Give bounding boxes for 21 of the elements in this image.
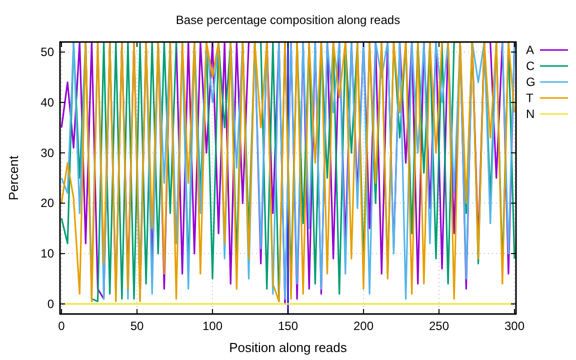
x-tick-label: 150 <box>278 319 298 333</box>
y-tick-label: 30 <box>40 146 54 160</box>
x-tick-label: 250 <box>428 319 450 333</box>
x-axis-title: Position along reads <box>229 340 348 355</box>
y-tick-label: 0 <box>47 296 54 311</box>
x-tick-label: 0 <box>58 319 66 333</box>
x-tick-label: 50 <box>130 319 144 333</box>
chart-title: Base percentage composition along reads <box>176 13 400 27</box>
x-tick-label: 300 <box>504 319 525 333</box>
legend-label: A <box>526 43 534 57</box>
x-tick-label: 100 <box>202 319 223 333</box>
legend-label: C <box>526 59 535 73</box>
y-axis-title: Percent <box>6 155 21 200</box>
x-tick-label: 200 <box>353 319 374 333</box>
legend-label: G <box>526 75 536 89</box>
y-tick-label: 40 <box>40 95 54 110</box>
legend-label: T <box>526 91 534 105</box>
y-tick-label: 20 <box>40 196 54 210</box>
y-tick-label: 10 <box>40 246 54 261</box>
legend-label: N <box>526 107 535 121</box>
y-tick-label: 50 <box>40 45 54 60</box>
